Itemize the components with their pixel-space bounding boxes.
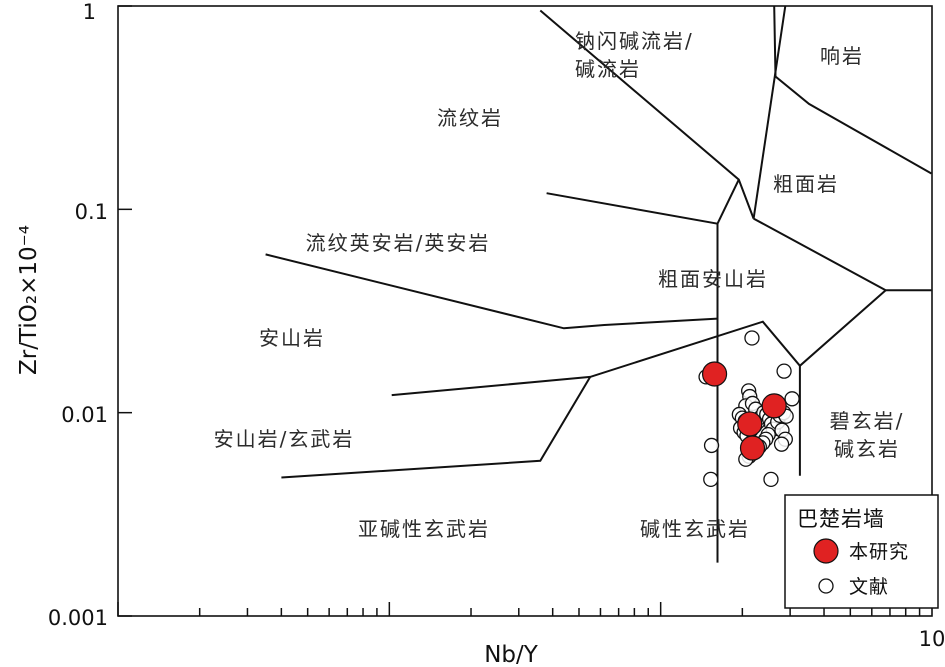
legend-title: 巴楚岩墙 — [797, 507, 885, 531]
literature-point — [776, 363, 792, 379]
field-label-comendite-pantellerite-line2: 碱流岩 — [575, 57, 641, 81]
field-label-andesite-basalt: 安山岩/玄武岩 — [214, 427, 355, 451]
field-label-rhyodacite-dacite: 流纹英安岩/英安岩 — [306, 231, 491, 255]
field-boundary-line — [773, 5, 932, 175]
y-tick-label-0-001: 0.001 — [48, 606, 108, 630]
field-boundaries — [265, 5, 932, 563]
field-label-basanite-nephelinite-line1: 碧玄岩/ — [830, 409, 905, 433]
literature-point — [784, 391, 800, 407]
y-axis-title: Zr/TiO₂×10⁻⁴ — [16, 225, 42, 375]
this-study-point — [761, 393, 787, 419]
field-boundary-line — [753, 217, 932, 292]
field-label-trachyandesite: 粗面安山岩 — [658, 267, 768, 291]
field-boundary-line — [546, 192, 719, 322]
field-label-alkali-basalt: 碱性玄武岩 — [640, 517, 750, 541]
field-label-andesite: 安山岩 — [259, 326, 325, 350]
literature-point — [703, 471, 719, 487]
field-boundary-line — [281, 376, 592, 479]
field-label-basanite-nephelinite-line2: 碱玄岩 — [834, 437, 900, 461]
x-tick-label-10: 10 — [919, 627, 945, 651]
data-points — [698, 330, 800, 487]
field-boundary-line — [539, 9, 755, 219]
literature-point — [744, 330, 760, 346]
field-label-rhyolite: 流纹岩 — [437, 106, 503, 130]
y-tick-label-0-01: 0.01 — [61, 403, 108, 427]
tick-labels: 1 0.1 0.01 0.001 10 — [48, 0, 945, 651]
legend: 巴楚岩墙 本研究 文献 — [784, 494, 939, 609]
plot-frame — [117, 5, 933, 617]
y-tick-label-0-1: 0.1 — [75, 200, 108, 224]
field-labels: 流纹岩 钠闪碱流岩/ 碱流岩 响岩 粗面岩 流纹英安岩/英安岩 粗面安山岩 安山… — [214, 29, 905, 541]
this-study-point — [737, 411, 763, 437]
this-study-point — [701, 361, 728, 387]
literature-point — [703, 437, 720, 454]
x-axis-title: Nb/Y — [484, 642, 539, 667]
legend-label-literature: 文献 — [849, 576, 889, 598]
legend-box — [784, 494, 939, 609]
field-boundary-line — [391, 289, 887, 397]
legend-marker-this-study — [813, 538, 839, 564]
this-study-point — [739, 435, 766, 461]
field-label-subalkaline-basalt: 亚碱性玄武岩 — [358, 517, 490, 541]
literature-point — [763, 471, 779, 487]
field-boundary-line — [716, 179, 740, 225]
field-boundary-line — [265, 253, 718, 330]
legend-marker-literature — [818, 578, 834, 594]
legend-label-this-study: 本研究 — [849, 541, 909, 563]
y-tick-label-1: 1 — [83, 0, 96, 24]
field-label-trachyte: 粗面岩 — [773, 172, 839, 196]
field-label-phonolite: 响岩 — [820, 44, 864, 68]
field-label-comendite-pantellerite-line1: 钠闪碱流岩/ — [575, 29, 694, 53]
literature-point — [773, 436, 790, 452]
field-boundary-line — [752, 5, 787, 219]
